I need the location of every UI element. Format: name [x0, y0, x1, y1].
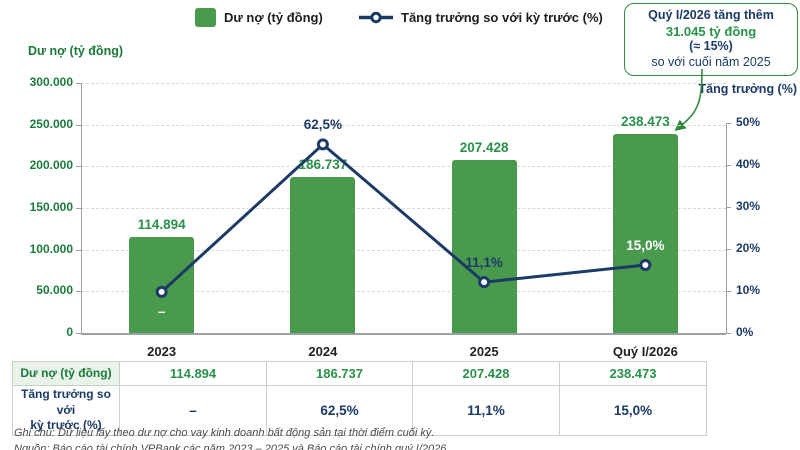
- bar-value-label: 186.737: [298, 157, 348, 173]
- table-cell: –: [119, 385, 267, 436]
- data-table: Dư nợ (tỷ đồng) 114.894 186.737 207.428 …: [12, 361, 707, 436]
- table-row-label-growth: Tăng trưởng so với kỳ trước (%): [12, 385, 120, 436]
- table-row-duno: Dư nợ (tỷ đồng) 114.894 186.737 207.428 …: [12, 361, 707, 386]
- line-point-marker-icon: [316, 138, 329, 151]
- right-axis-tick-label: 10%: [736, 283, 761, 297]
- bar-Quý I/2026: [612, 134, 678, 333]
- table-cell: 114.894: [119, 361, 267, 386]
- gridline: [81, 83, 726, 84]
- right-tick-icon: [726, 249, 731, 250]
- left-axis-tick-label: 300.000: [29, 75, 73, 89]
- table-row-growth: Tăng trưởng so với kỳ trước (%) – 62,5% 1…: [12, 385, 707, 436]
- table-cell: 62,5%: [266, 385, 413, 436]
- legend-bar-label: Dư nợ (tỷ đồng): [224, 10, 323, 25]
- annotation-value: 31.045 tỷ đồng: [665, 23, 757, 39]
- growth-value-label: 62,5%: [303, 117, 343, 133]
- x-axis-category-label: 2025: [469, 344, 499, 359]
- footnote-source: Nguồn: Báo cáo tài chính VPBank các năm …: [14, 443, 447, 450]
- growth-value-label: 11,1%: [465, 255, 503, 271]
- footnote-note: Ghi chú: Dữ liệu lấy theo dư nợ cho vay …: [14, 427, 435, 439]
- right-axis-title: Tăng trưởng (%): [698, 82, 797, 96]
- left-axis-tick-label: 0: [66, 325, 73, 339]
- right-axis-tick-label: 0%: [736, 325, 754, 339]
- x-axis-category-label: 2023: [147, 344, 177, 359]
- left-tick-icon: [76, 333, 81, 334]
- legend-bar-swatch: [195, 8, 216, 27]
- bar-value-label: 114.894: [137, 217, 186, 233]
- table-cell: 15,0%: [559, 385, 707, 436]
- left-tick-icon: [76, 83, 81, 84]
- bar-2025: [451, 160, 517, 333]
- table-cell: 11,1%: [412, 385, 560, 436]
- annotation-percent: (≈ 15%): [689, 39, 733, 53]
- bar-value-label: 238.473: [620, 114, 670, 130]
- left-axis-tick-label: 100.000: [29, 241, 73, 256]
- right-tick-icon: [726, 291, 731, 292]
- left-tick-icon: [76, 166, 81, 168]
- annotation-line4: so với cuối năm 2025: [651, 54, 771, 69]
- right-tick-icon: [726, 165, 731, 166]
- left-tick-icon: [76, 249, 81, 251]
- right-tick-icon: [726, 123, 731, 124]
- right-axis-tick-label: 40%: [736, 157, 761, 171]
- right-tick-icon: [726, 333, 731, 334]
- growth-value-label: 15,0%: [626, 237, 665, 253]
- bar-2024: [290, 177, 356, 333]
- x-axis-line: [81, 333, 726, 335]
- left-tick-icon: [76, 208, 81, 209]
- left-axis-tick-label: 150.000: [29, 200, 73, 214]
- right-axis-tick-label: 50%: [736, 115, 761, 129]
- gridline: [81, 124, 726, 126]
- growth-value-label: –: [157, 303, 166, 319]
- left-axis-tick-label: 200.000: [29, 158, 73, 173]
- annotation-callout: Quý I/2026 tăng thêm 31.045 tỷ đồng (≈ 1…: [624, 3, 798, 76]
- left-axis-title: Dư nợ (tỷ đồng): [28, 44, 124, 58]
- table-cell: 238.473: [559, 361, 707, 386]
- left-axis-line: [81, 83, 82, 333]
- right-axis-tick-label: 30%: [736, 199, 761, 213]
- right-tick-icon: [726, 207, 731, 208]
- left-tick-icon: [76, 291, 81, 293]
- left-axis-tick-label: 250.000: [29, 116, 73, 131]
- left-tick-icon: [76, 124, 81, 126]
- right-axis-tick-label: 20%: [736, 241, 761, 255]
- table-cell: 186.737: [266, 361, 413, 386]
- table-cell: 207.428: [412, 361, 560, 386]
- left-axis-tick-label: 50.000: [36, 283, 73, 298]
- bar-value-label: 207.428: [459, 140, 509, 156]
- right-axis-line: [726, 123, 727, 333]
- legend-line-marker-icon: [359, 11, 393, 24]
- annotation-line1: Quý I/2026 tăng thêm: [648, 8, 774, 22]
- table-row-label-duno: Dư nợ (tỷ đồng): [12, 361, 120, 386]
- x-axis-category-label: 2024: [308, 344, 338, 359]
- legend-line-label: Tăng trưởng so với kỳ trước (%): [401, 10, 603, 25]
- x-axis-category-label: Quý I/2026: [612, 344, 678, 359]
- bar-series-color-icon: [195, 8, 216, 27]
